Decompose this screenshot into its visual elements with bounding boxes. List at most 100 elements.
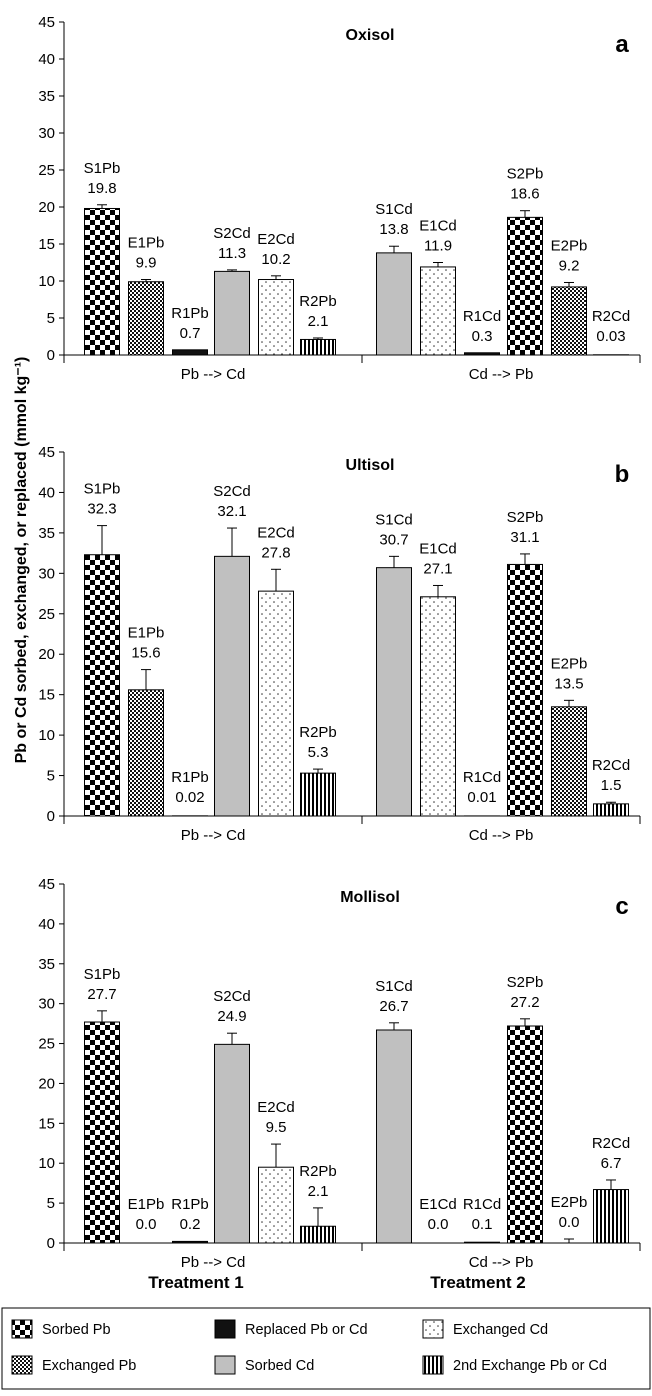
panel-letter: a: [615, 31, 629, 58]
bar-name-label: E1Cd: [419, 1196, 457, 1213]
y-tick-label: 15: [38, 687, 55, 704]
y-tick-label: 35: [38, 956, 55, 973]
bar-name-label: S2Cd: [213, 225, 251, 242]
bar-value-label: 31.1: [510, 529, 539, 546]
bar-s1cd: [377, 1030, 412, 1243]
y-tick-label: 20: [38, 199, 55, 216]
y-tick-label: 45: [38, 876, 55, 893]
bar-e2cd: [259, 591, 294, 816]
treatment-1-label: Treatment 1: [148, 1273, 243, 1292]
bar-name-label: S2Cd: [213, 988, 251, 1005]
x-category-label: Pb --> Cd: [181, 827, 246, 844]
bar-value-label: 32.1: [217, 503, 246, 520]
bar-value-label: 30.7: [379, 531, 408, 548]
bar-e1pb: [129, 690, 164, 816]
bar-value-label: 13.8: [379, 221, 408, 238]
bar-name-label: S2Pb: [507, 974, 544, 991]
panel-title: Mollisol: [340, 889, 400, 906]
bar-value-label: 27.1: [423, 560, 452, 577]
y-tick-label: 35: [38, 525, 55, 542]
y-tick-label: 5: [47, 768, 55, 785]
bar-name-label: R1Pb: [171, 769, 209, 786]
bar-name-label: R1Cd: [463, 1196, 501, 1213]
bar-value-label: 10.2: [261, 251, 290, 268]
legend-label: 2nd Exchange Pb or Cd: [453, 1358, 607, 1374]
y-tick-label: 15: [38, 236, 55, 253]
bar-s2pb: [508, 1026, 543, 1243]
bar-name-label: E1Cd: [419, 218, 457, 235]
bar-name-label: R2Pb: [299, 1163, 337, 1180]
bar-value-label: 9.2: [559, 257, 580, 274]
bar-value-label: 0.03: [596, 328, 625, 345]
bar-name-label: R2Pb: [299, 724, 337, 741]
bar-value-label: 5.3: [308, 744, 329, 761]
bar-value-label: 0.2: [180, 1216, 201, 1233]
y-tick-label: 40: [38, 484, 55, 501]
legend-label: Exchanged Pb: [42, 1358, 136, 1374]
y-tick-label: 5: [47, 1195, 55, 1212]
bar-e2cd: [259, 1167, 294, 1243]
y-tick-label: 0: [47, 1235, 55, 1252]
bar-value-label: 0.1: [472, 1216, 493, 1233]
bar-r2cd: [594, 1190, 629, 1243]
bar-value-label: 27.8: [261, 544, 290, 561]
bar-name-label: S1Cd: [375, 511, 413, 528]
legend-label: Exchanged Cd: [453, 1322, 548, 1338]
legend-swatch: [423, 1320, 443, 1338]
panel-title: Ultisol: [346, 457, 395, 474]
bar-r1cd: [465, 1242, 500, 1243]
bar-value-label: 0.02: [175, 789, 204, 806]
y-tick-label: 15: [38, 1115, 55, 1132]
bar-value-label: 27.2: [510, 994, 539, 1011]
bar-name-label: E1Pb: [128, 1196, 165, 1213]
bar-e1cd: [421, 597, 456, 816]
bar-e2cd: [259, 280, 294, 355]
y-axis-label: Pb or Cd sorbed, exchanged, or replaced …: [13, 357, 30, 764]
bar-s2pb: [508, 564, 543, 816]
bar-name-label: S2Pb: [507, 166, 544, 183]
legend-label: Sorbed Pb: [42, 1322, 111, 1338]
bar-value-label: 9.9: [136, 255, 157, 272]
bar-value-label: 15.6: [131, 645, 160, 662]
bar-value-label: 1.5: [601, 777, 622, 794]
bar-s2cd: [215, 271, 250, 355]
y-tick-label: 10: [38, 1155, 55, 1172]
bar-value-label: 0.3: [472, 328, 493, 345]
y-tick-label: 0: [47, 347, 55, 364]
bar-name-label: R2Cd: [592, 1135, 630, 1152]
bar-name-label: R2Pb: [299, 293, 337, 310]
legend-label: Sorbed Cd: [245, 1358, 314, 1374]
bar-value-label: 2.1: [308, 1183, 329, 1200]
y-tick-label: 5: [47, 310, 55, 327]
bar-e2pb: [552, 707, 587, 816]
bar-value-label: 18.6: [510, 186, 539, 203]
bar-name-label: S2Pb: [507, 509, 544, 526]
bar-s1cd: [377, 568, 412, 816]
bar-r2pb: [301, 773, 336, 816]
bar-s2cd: [215, 556, 250, 816]
bar-name-label: S1Pb: [84, 481, 121, 498]
y-tick-label: 10: [38, 273, 55, 290]
bar-value-label: 27.7: [87, 986, 116, 1003]
y-tick-label: 30: [38, 996, 55, 1013]
bar-name-label: R1Pb: [171, 305, 209, 322]
bar-s1pb: [85, 208, 120, 355]
bar-e2pb: [552, 287, 587, 355]
bar-value-label: 0.0: [428, 1216, 449, 1233]
y-tick-label: 35: [38, 88, 55, 105]
bar-e1cd: [421, 267, 456, 355]
bar-r2cd: [594, 804, 629, 816]
bar-name-label: E2Pb: [551, 655, 588, 672]
bar-value-label: 0.0: [559, 1214, 580, 1231]
bar-value-label: 13.5: [554, 675, 583, 692]
bar-name-label: R2Cd: [592, 757, 630, 774]
y-tick-label: 20: [38, 646, 55, 663]
y-tick-label: 40: [38, 51, 55, 68]
y-tick-label: 20: [38, 1075, 55, 1092]
legend-swatch: [423, 1356, 443, 1374]
